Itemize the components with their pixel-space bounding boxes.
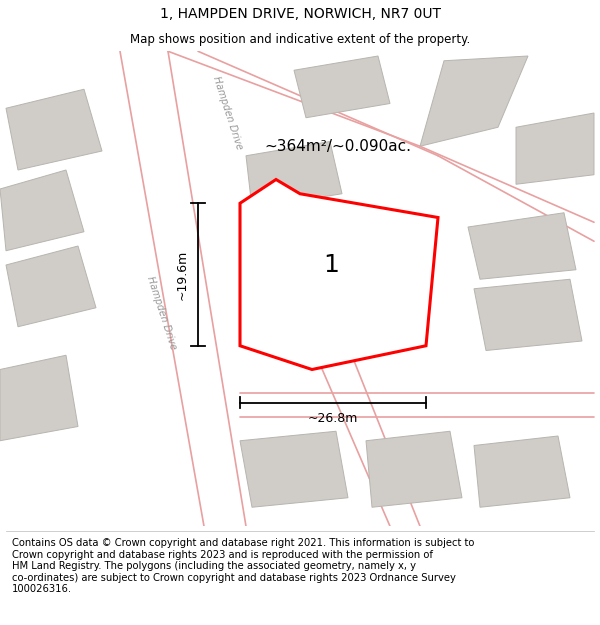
Polygon shape — [474, 436, 570, 508]
Polygon shape — [294, 56, 390, 118]
Polygon shape — [240, 431, 348, 508]
Text: Map shows position and indicative extent of the property.: Map shows position and indicative extent… — [130, 34, 470, 46]
Polygon shape — [0, 170, 84, 251]
Text: 1: 1 — [323, 253, 339, 277]
Text: Hampden Drive: Hampden Drive — [211, 75, 245, 151]
Polygon shape — [366, 431, 462, 508]
Polygon shape — [474, 279, 582, 351]
Polygon shape — [6, 246, 96, 327]
Polygon shape — [420, 56, 528, 146]
Text: Contains OS data © Crown copyright and database right 2021. This information is : Contains OS data © Crown copyright and d… — [12, 538, 475, 594]
Text: ~26.8m: ~26.8m — [308, 412, 358, 425]
Polygon shape — [6, 89, 102, 170]
Polygon shape — [0, 355, 78, 441]
Polygon shape — [240, 179, 438, 369]
Polygon shape — [468, 213, 576, 279]
Text: Hampden Drive: Hampden Drive — [145, 274, 179, 351]
Text: ~19.6m: ~19.6m — [176, 249, 189, 299]
Polygon shape — [516, 113, 594, 184]
Text: ~364m²/~0.090ac.: ~364m²/~0.090ac. — [264, 139, 411, 154]
Text: 1, HAMPDEN DRIVE, NORWICH, NR7 0UT: 1, HAMPDEN DRIVE, NORWICH, NR7 0UT — [160, 8, 440, 21]
Polygon shape — [246, 141, 342, 208]
